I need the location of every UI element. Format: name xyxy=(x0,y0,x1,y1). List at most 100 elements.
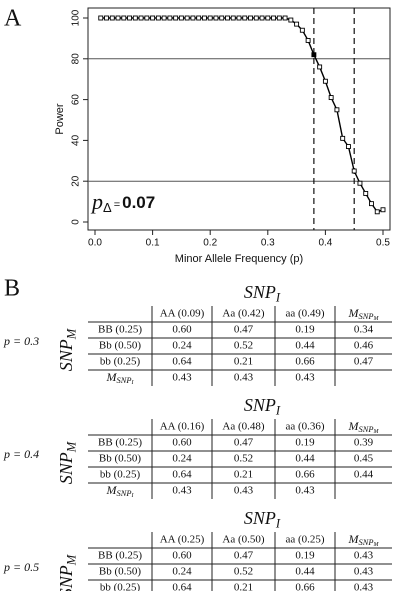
data-point xyxy=(363,190,369,196)
table-cell: 0.43 xyxy=(354,582,374,591)
row-title: SNPM xyxy=(56,553,78,591)
table-cell: 0.64 xyxy=(172,582,192,591)
data-point xyxy=(248,15,253,21)
math-base: M xyxy=(348,532,360,546)
column-header: aa (0.25) xyxy=(285,534,324,546)
data-point xyxy=(380,207,386,213)
math-base: M xyxy=(348,306,360,320)
y-tick-label: 40 xyxy=(71,134,82,146)
table-cell: 0.60 xyxy=(172,550,192,562)
math-subsub: I xyxy=(130,380,134,386)
table-cell: 0.52 xyxy=(234,566,253,578)
math-sub: I xyxy=(275,516,281,530)
data-point xyxy=(132,15,138,21)
data-point xyxy=(369,201,374,207)
y-axis-label: Power xyxy=(54,103,66,135)
table-cell: 0.64 xyxy=(172,469,192,481)
data-point xyxy=(155,15,161,21)
table-cell: 0.44 xyxy=(295,340,315,352)
table-cell: 0.43 xyxy=(172,485,192,497)
data-point xyxy=(104,15,109,21)
x-tick-label: 0.1 xyxy=(146,238,160,249)
data-point xyxy=(253,15,259,21)
table-cell: 0.19 xyxy=(295,437,315,449)
table-cell: 0.21 xyxy=(234,469,253,481)
table-cell: 0.45 xyxy=(354,453,374,465)
math-sub: SNP xyxy=(359,538,374,547)
data-point xyxy=(115,15,121,21)
column-header: AA (0.09) xyxy=(160,308,205,320)
data-point xyxy=(322,78,328,84)
data-point xyxy=(109,15,115,21)
row-title: SNPM xyxy=(56,440,78,484)
data-point xyxy=(374,209,380,215)
x-tick-label: 0.5 xyxy=(376,238,390,249)
panel-label: A xyxy=(4,6,22,32)
y-tick-label: 60 xyxy=(71,94,82,106)
math-sub: M xyxy=(64,440,78,453)
math-base: M xyxy=(106,483,118,497)
data-point xyxy=(225,15,230,21)
data-point xyxy=(334,107,340,113)
data-point xyxy=(184,15,190,21)
math-subsub: M xyxy=(372,316,379,322)
data-point xyxy=(121,15,127,21)
data-point xyxy=(190,15,196,21)
row-label: BB (0.25) xyxy=(98,437,142,449)
math-sub: SNP xyxy=(117,489,132,498)
annotation: pΔ = 0.07 xyxy=(90,189,155,215)
data-point xyxy=(265,15,271,21)
condition-label: p = 0.5 xyxy=(3,560,39,574)
data-point xyxy=(201,15,207,21)
table-cell: 0.60 xyxy=(172,324,192,336)
data-point xyxy=(196,15,202,21)
x-tick-label: 0.2 xyxy=(203,238,217,249)
data-point xyxy=(150,15,156,21)
table-cell: 0.21 xyxy=(234,582,253,591)
math-subsub: M xyxy=(372,542,379,548)
column-header: Aa (0.48) xyxy=(222,421,264,433)
annotation-subscript: Δ xyxy=(103,200,112,215)
math-base: SNP xyxy=(244,282,276,302)
table-cell: 0.47 xyxy=(234,550,254,562)
data-point xyxy=(173,15,179,21)
data-point xyxy=(311,52,317,58)
math-sub: M xyxy=(64,327,78,340)
data-point xyxy=(288,17,294,23)
row-label: Bb (0.50) xyxy=(99,566,142,578)
row-label: bb (0.25) xyxy=(100,469,141,481)
row-label: Bb (0.50) xyxy=(99,340,142,352)
condition-label: p = 0.4 xyxy=(3,447,39,461)
data-point xyxy=(357,180,363,186)
table-cell: 0.44 xyxy=(295,566,315,578)
plot-frame xyxy=(87,7,391,231)
data-point xyxy=(161,15,167,21)
column-header: MSNPM xyxy=(348,306,380,322)
math-sub: SNP xyxy=(117,376,132,385)
table-cell: 0.44 xyxy=(295,453,315,465)
math-subsub: I xyxy=(130,493,134,499)
table-cell: 0.43 xyxy=(295,485,315,497)
table-cell: 0.19 xyxy=(295,324,315,336)
table-cell: 0.43 xyxy=(172,372,192,384)
table-cell: 0.66 xyxy=(295,356,315,368)
math-sub: SNP xyxy=(359,425,374,434)
math-sub: M xyxy=(64,553,78,566)
column-header: Aa (0.50) xyxy=(222,534,264,546)
data-point xyxy=(236,15,242,21)
row-label: bb (0.25) xyxy=(100,582,141,591)
table-cell: 0.52 xyxy=(234,340,253,352)
annotation-symbol: p xyxy=(90,189,103,214)
data-point xyxy=(207,15,213,21)
panel-label: B xyxy=(4,276,20,302)
math-sub: I xyxy=(275,290,281,304)
table-cell: 0.43 xyxy=(234,485,254,497)
data-point xyxy=(282,15,288,21)
math-base: SNP xyxy=(56,339,76,371)
math-sub: SNP xyxy=(359,312,374,321)
table-title: SNPI xyxy=(244,395,281,417)
table-cell: 0.39 xyxy=(354,437,374,449)
data-point xyxy=(317,64,323,70)
math-base: M xyxy=(106,370,118,384)
data-point xyxy=(242,15,248,21)
